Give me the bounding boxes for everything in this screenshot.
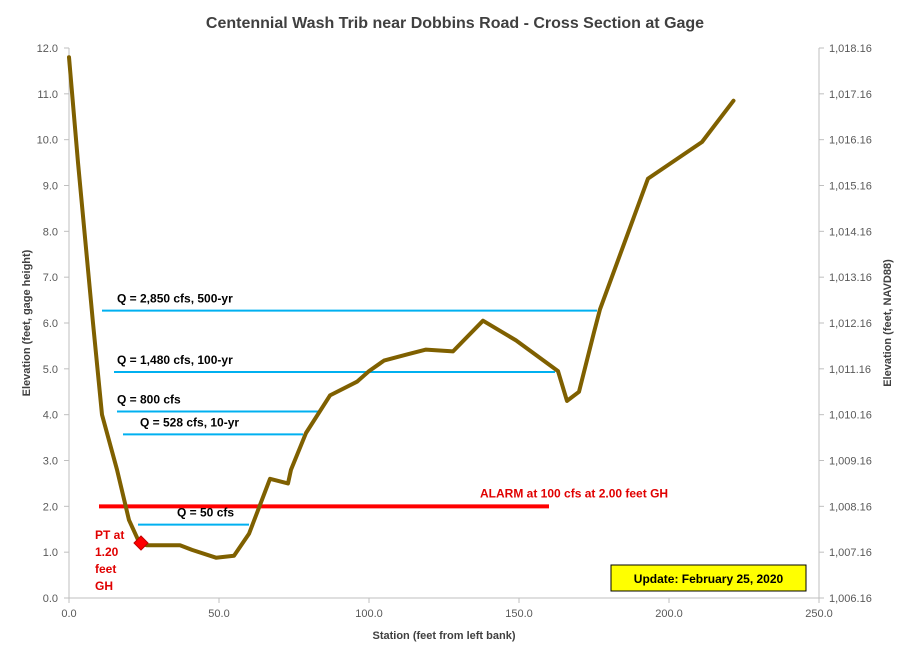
flow-line-label: Q = 528 cfs, 10-yr — [140, 415, 239, 429]
y-tick-label: 8.0 — [43, 226, 58, 238]
y2-tick-label: 1,011.16 — [829, 364, 871, 376]
y2-tick-label: 1,009.16 — [829, 456, 872, 468]
y-tick-label: 9.0 — [43, 181, 58, 193]
y2-tick-label: 1,017.16 — [829, 89, 872, 101]
flow-line-label: Q = 1,480 cfs, 100-yr — [117, 353, 233, 367]
y-tick-label: 5.0 — [43, 364, 58, 376]
x-tick-label: 150.0 — [505, 608, 533, 620]
y2-tick-label: 1,013.16 — [829, 272, 872, 284]
y-axis-label: Elevation (feet, gage height) — [21, 249, 33, 396]
flow-line-label: Q = 50 cfs — [177, 506, 234, 520]
x-tick-label: 50.0 — [208, 608, 229, 620]
x-tick-label: 250.0 — [805, 608, 833, 620]
x-axis-label: Station (feet from left bank) — [372, 630, 515, 642]
update-box-background — [610, 564, 807, 592]
y2-tick-label: 1,008.16 — [829, 501, 872, 513]
y-tick-label: 3.0 — [43, 456, 58, 468]
sensor-marker — [133, 535, 149, 551]
sensor-label: GH — [95, 579, 113, 593]
y2-tick-label: 1,006.16 — [829, 593, 872, 605]
alarm-label: ALARM at 100 cfs at 2.00 feet GH — [480, 486, 668, 500]
sensor-label: feet — [95, 562, 116, 576]
y-tick-label: 4.0 — [43, 410, 58, 422]
update-box-text: Update: February 25, 2020 — [634, 572, 784, 586]
y-tick-label: 2.0 — [43, 501, 58, 513]
y-tick-label: 10.0 — [37, 135, 58, 147]
y-tick-label: 7.0 — [43, 272, 58, 284]
y2-tick-label: 1,014.16 — [829, 226, 872, 238]
x-tick-label: 100.0 — [355, 608, 383, 620]
sensor-label: 1.20 — [95, 545, 119, 559]
sensor-label: PT at — [95, 528, 124, 542]
plot-area: 0.0 1,006.16 1.0 1,007.16 2.0 1,008.16 3.0 1,00… — [37, 43, 872, 620]
y2-axis-label: Elevation (feet, NAVD88) — [882, 259, 894, 387]
chart-title: Centennial Wash Trib near Dobbins Road -… — [206, 15, 704, 32]
flow-line-label: Q = 2,850 cfs, 500-yr — [117, 292, 233, 306]
x-tick-label: 200.0 — [655, 608, 683, 620]
flow-line-label: Q = 800 cfs — [117, 392, 181, 406]
y-tick-label: 12.0 — [37, 43, 58, 55]
update-box: Update: February 25, 2020 — [610, 564, 807, 592]
x-tick-label: 0.0 — [61, 608, 76, 620]
y-tick-label: 11.0 — [37, 89, 58, 101]
y-tick-label: 0.0 — [43, 593, 58, 605]
y2-tick-label: 1,015.16 — [829, 181, 872, 193]
y2-tick-label: 1,007.16 — [829, 547, 872, 559]
y2-tick-label: 1,018.16 — [829, 43, 872, 55]
y2-tick-label: 1,016.16 — [829, 135, 872, 147]
y2-tick-label: 1,010.16 — [829, 410, 872, 422]
y-tick-label: 1.0 — [43, 547, 58, 559]
y-tick-label: 6.0 — [43, 318, 58, 330]
cross-section-line — [67, 55, 736, 560]
y2-tick-label: 1,012.16 — [829, 318, 872, 330]
